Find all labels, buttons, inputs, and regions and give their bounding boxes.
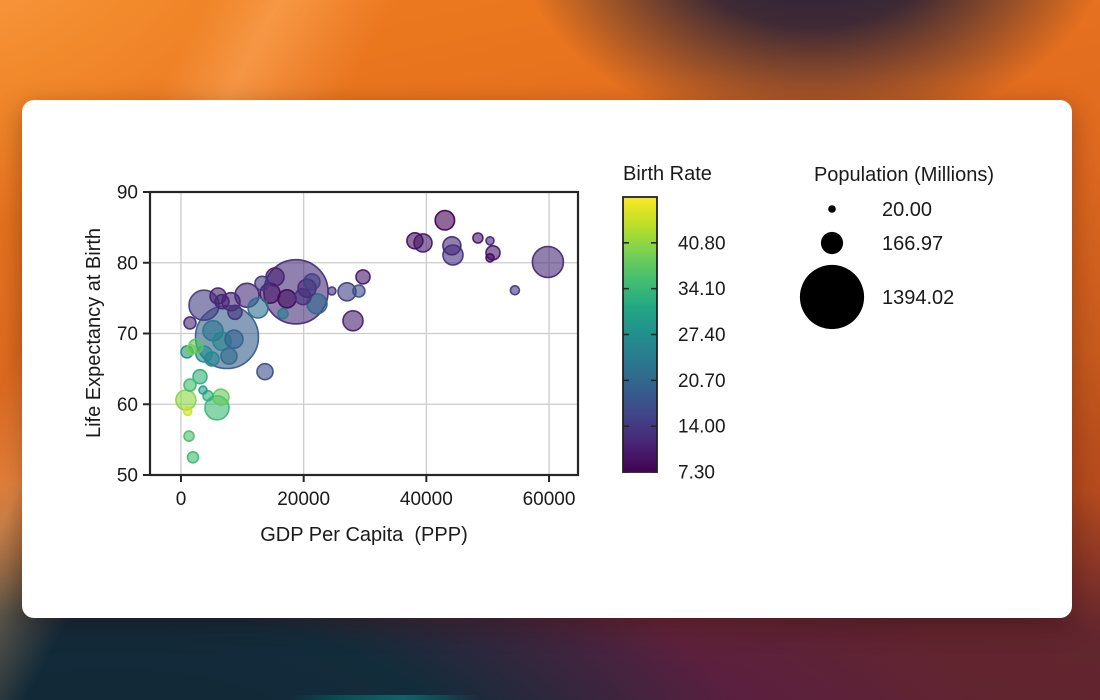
x-tick-label: 0 bbox=[176, 489, 187, 510]
bubble bbox=[406, 232, 424, 250]
y-tick-label: 90 bbox=[117, 183, 138, 204]
bubble bbox=[342, 310, 364, 332]
bubble bbox=[294, 287, 312, 306]
y-axis-title: Life Expectancy at Birth bbox=[83, 228, 105, 438]
x-axis-title: GDP Per Capita (PPP) bbox=[260, 524, 467, 546]
x-axis: 0 20000 40000 60000 bbox=[176, 475, 576, 510]
bubble bbox=[355, 269, 371, 285]
size-legend-circle bbox=[820, 231, 844, 255]
bubble bbox=[509, 285, 521, 296]
x-tick-label: 20000 bbox=[277, 489, 330, 510]
colorbar-title: Birth Rate bbox=[623, 163, 712, 185]
colorbar-tick-label: 40.80 bbox=[678, 233, 726, 254]
bubble bbox=[531, 245, 565, 279]
size-legend-label: 20.00 bbox=[882, 199, 932, 221]
bubble bbox=[212, 388, 230, 407]
bubble bbox=[214, 293, 230, 310]
bubble bbox=[442, 236, 462, 256]
figure-card: 0 20000 40000 60000 50 60 70 80 90 GDP Per Capi… bbox=[22, 100, 1072, 618]
colorbar-tick-label: 27.40 bbox=[678, 325, 726, 346]
size-legend-title: Population (Millions) bbox=[814, 164, 994, 186]
wallpaper-teal-accent bbox=[290, 695, 480, 700]
colorbar-ticks: 40.80 34.10 27.40 20.70 14.00 7.30 bbox=[623, 233, 726, 484]
colorbar-tick-label: 14.00 bbox=[678, 417, 726, 438]
x-tick-label: 40000 bbox=[400, 489, 453, 510]
bubble-chart-figure: 0 20000 40000 60000 50 60 70 80 90 GDP Per Capi… bbox=[83, 163, 994, 546]
bubble bbox=[198, 385, 208, 395]
bubble bbox=[256, 362, 274, 381]
colorbar-tick-label: 20.70 bbox=[678, 371, 726, 392]
size-legend-circle bbox=[799, 264, 865, 330]
bubble bbox=[186, 450, 200, 464]
size-legend-label: 166.97 bbox=[882, 233, 943, 255]
bubble bbox=[472, 232, 484, 244]
bubble bbox=[247, 297, 269, 319]
bubble bbox=[277, 289, 297, 309]
bubble bbox=[183, 378, 197, 392]
bubble bbox=[204, 351, 220, 367]
colorbar-tick-label: 34.10 bbox=[678, 279, 726, 300]
bubble bbox=[327, 286, 337, 296]
bubble bbox=[434, 209, 456, 231]
bubble bbox=[183, 430, 195, 442]
colorbar-tick-label: 7.30 bbox=[678, 463, 715, 484]
bubble bbox=[224, 329, 244, 349]
size-legend-label: 1394.02 bbox=[882, 287, 954, 309]
size-legend-circle bbox=[828, 205, 836, 213]
bubble bbox=[352, 284, 366, 298]
x-tick-label: 60000 bbox=[523, 489, 576, 510]
bubble bbox=[182, 406, 193, 417]
bubble bbox=[227, 304, 243, 321]
bubble bbox=[485, 236, 495, 246]
bubble bbox=[277, 307, 289, 320]
y-axis: 50 60 70 80 90 bbox=[117, 183, 150, 487]
population-size-legend: Population (Millions) 20.00 166.97 1394.02 bbox=[799, 164, 994, 330]
bubble bbox=[185, 344, 197, 356]
bubble bbox=[192, 368, 208, 385]
bubble-series bbox=[175, 209, 565, 464]
bubble bbox=[303, 273, 321, 291]
y-tick-label: 80 bbox=[117, 253, 138, 274]
y-tick-label: 70 bbox=[117, 324, 138, 345]
colorbar: Birth Rate 40.80 34.10 27.40 20.70 14.00 7.30 bbox=[622, 163, 726, 484]
y-tick-label: 50 bbox=[117, 466, 138, 487]
bubble bbox=[485, 253, 495, 263]
size-legend-items: 20.00 166.97 1394.02 bbox=[799, 199, 954, 330]
bubble bbox=[220, 347, 238, 365]
bubble bbox=[254, 275, 270, 292]
bubble bbox=[183, 316, 197, 330]
y-tick-label: 60 bbox=[117, 395, 138, 416]
